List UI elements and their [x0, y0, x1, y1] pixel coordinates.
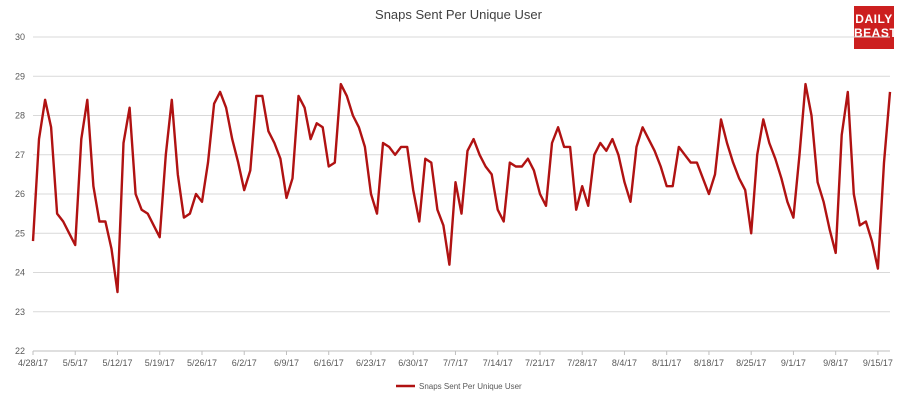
x-tick-label: 7/7/17: [443, 358, 468, 368]
daily-beast-logo: DAILY BEAST: [854, 6, 897, 49]
y-tick-label: 23: [15, 307, 25, 317]
logo-line-1: DAILY: [855, 12, 893, 26]
x-tick-label: 5/12/17: [102, 358, 132, 368]
y-tick-label: 28: [15, 111, 25, 121]
y-tick-label: 25: [15, 228, 25, 238]
x-axis-tick-labels: 4/28/17 5/5/17 5/12/17 5/19/17 5/26/17 6/2/17…: [18, 358, 893, 368]
y-tick-label: 24: [15, 268, 25, 278]
x-tick-label: 9/8/17: [823, 358, 848, 368]
x-tick-label: 6/9/17: [274, 358, 299, 368]
series-line: [31, 82, 892, 294]
x-tick-label: 9/15/17: [863, 358, 893, 368]
x-tick-label: 7/14/17: [483, 358, 513, 368]
series-lines: [31, 82, 892, 294]
y-tick-label: 30: [15, 32, 25, 42]
legend: Snaps Sent Per Unique User: [396, 382, 522, 391]
y-tick-label: 29: [15, 71, 25, 81]
y-axis-tick-labels: 22 23 24 25 26 27 28 29 30: [15, 32, 25, 356]
y-tick-label: 26: [15, 189, 25, 199]
x-tick-label: 7/28/17: [567, 358, 597, 368]
legend-label: Snaps Sent Per Unique User: [419, 382, 522, 391]
y-tick-label: 22: [15, 346, 25, 356]
x-tick-label: 6/30/17: [398, 358, 428, 368]
x-tick-label: 7/21/17: [525, 358, 555, 368]
x-tick-label: 5/5/17: [63, 358, 88, 368]
y-tick-label: 27: [15, 150, 25, 160]
x-tick-label: 6/23/17: [356, 358, 386, 368]
x-tick-label: 8/18/17: [694, 358, 724, 368]
x-tick-label: 6/16/17: [314, 358, 344, 368]
x-tick-label: 5/26/17: [187, 358, 217, 368]
x-tick-label: 5/19/17: [145, 358, 175, 368]
gridlines: [33, 36, 890, 313]
chart-title: Snaps Sent Per Unique User: [375, 7, 542, 22]
x-tick-label: 8/4/17: [612, 358, 637, 368]
x-tick-label: 4/28/17: [18, 358, 48, 368]
x-tick-label: 8/11/17: [652, 358, 681, 368]
x-tick-label: 8/25/17: [736, 358, 766, 368]
x-axis: [32, 350, 890, 355]
x-tick-label: 9/1/17: [781, 358, 806, 368]
x-tick-label: 6/2/17: [232, 358, 257, 368]
